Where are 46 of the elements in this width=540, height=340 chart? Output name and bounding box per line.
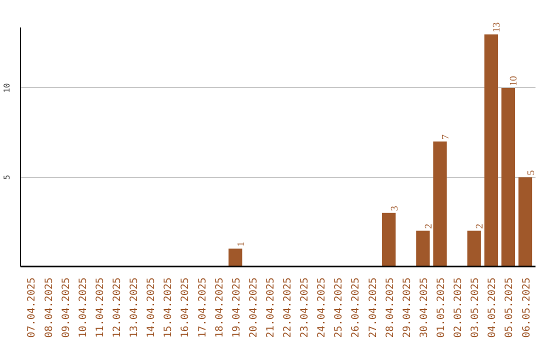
- x-tick-label: 12.04.2025: [112, 277, 123, 338]
- data-label: 2: [423, 224, 434, 229]
- x-tick-label: 15.04.2025: [163, 277, 174, 338]
- x-tick-label: 24.04.2025: [316, 277, 328, 338]
- bar: [433, 142, 447, 266]
- bar: [467, 230, 481, 266]
- data-label: 5: [526, 170, 537, 176]
- x-tick-label: 18.04.2025: [214, 277, 226, 338]
- x-tick-label: 30.04.2025: [418, 277, 430, 338]
- x-tick-label: 06.05.2025: [521, 277, 532, 338]
- x-tick-label: 27.04.2025: [368, 277, 379, 338]
- x-tick-label: 28.04.2025: [384, 277, 396, 338]
- x-tick-label: 10.04.2025: [78, 277, 89, 338]
- bar: [501, 88, 516, 266]
- x-tick-label: 25.04.2025: [334, 277, 345, 338]
- bar: [518, 177, 532, 266]
- x-tick-label: 05.05.2025: [504, 277, 516, 338]
- x-tick-label: 20.04.2025: [248, 277, 260, 338]
- data-label: 2: [474, 224, 486, 229]
- x-tick-label: 08.04.2025: [44, 277, 55, 338]
- x-tick-label: 09.04.2025: [60, 277, 72, 338]
- data-label: 10: [508, 76, 520, 86]
- x-tick-label: 11.04.2025: [94, 277, 106, 338]
- x-tick-label: 22.04.2025: [282, 277, 294, 338]
- x-tick-label: 03.05.2025: [470, 277, 482, 338]
- x-tick-label: 07.04.2025: [26, 277, 38, 338]
- x-tick-label: 26.04.2025: [350, 277, 362, 338]
- bar: [484, 34, 498, 266]
- x-tick-label: 01.05.2025: [436, 277, 448, 338]
- bar: [416, 230, 430, 266]
- x-tick-label: 23.04.2025: [300, 277, 311, 338]
- x-tick-label: 17.04.2025: [197, 277, 208, 338]
- x-tick-label: 13.04.2025: [129, 277, 140, 338]
- x-tick-label: 16.04.2025: [180, 277, 192, 338]
- bar: [228, 248, 242, 266]
- data-label: 13: [492, 22, 503, 32]
- bar: [382, 212, 396, 266]
- x-tick-label: 14.04.2025: [146, 277, 158, 338]
- data-label: 3: [389, 206, 400, 211]
- x-tick-label: 21.04.2025: [265, 277, 276, 338]
- x-tick-label: 29.04.2025: [402, 277, 413, 338]
- x-tick-label: 19.04.2025: [231, 277, 242, 338]
- x-tick-label: 04.05.2025: [487, 277, 498, 338]
- data-label: 7: [440, 134, 452, 140]
- data-label: 1: [236, 242, 247, 247]
- x-tick-label: 02.05.2025: [453, 277, 464, 338]
